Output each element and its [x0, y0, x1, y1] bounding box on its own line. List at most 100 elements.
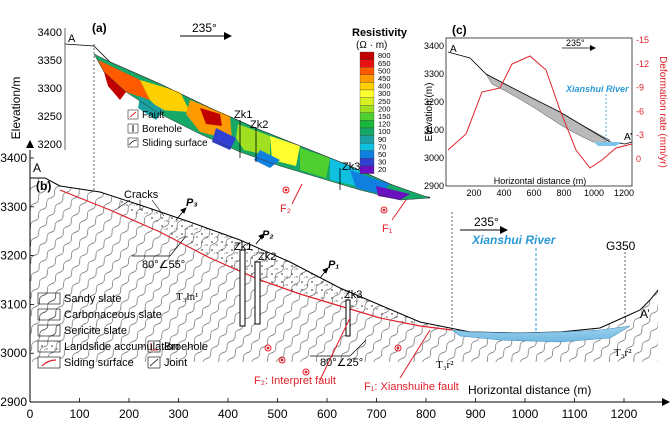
colorbar-swatch [359, 143, 375, 151]
main-x-tick-label: 900 [465, 407, 485, 421]
panel-c-plot-area [445, 37, 633, 187]
main-point-a-prime: A’ [640, 307, 650, 321]
colorbar-swatch [359, 59, 375, 68]
legend-item-landslide-accumulation: Landslide accumulation [64, 341, 179, 353]
panel-a-label: (a) [92, 21, 107, 35]
dip-lower-label: 80°∠25° [320, 357, 363, 369]
strata-right2-label: T₃r² [614, 347, 632, 359]
boreholes-a [239, 120, 341, 190]
direction-label-a: 235° [192, 21, 217, 35]
legend-a-fault: Fault [142, 110, 164, 121]
main-x-tick-label: 700 [366, 407, 386, 421]
main-x-tick-label: 1000 [512, 407, 539, 421]
colorbar-label: 150 [378, 112, 391, 121]
panel-c-river [594, 142, 622, 146]
panel-c-x-tick-label: 400 [496, 188, 511, 198]
sliding-surface [59, 189, 453, 331]
colorbar-label: 100 [378, 127, 391, 136]
legend-item-sandy-slate: Sandy slate [64, 293, 121, 305]
main-y-ticks: 3400 3300 3200 3100 3000 2900 [0, 151, 34, 409]
river-label: Xianshui River [471, 233, 557, 247]
panel-c-right-ticks: -15 -12 -9 -6 -3 0 [636, 35, 649, 164]
zk2-label-a: Zk2 [250, 119, 268, 131]
main-x-tick-label: 400 [218, 407, 238, 421]
direction-arrowhead-b [500, 226, 508, 234]
main-x-tick-label: 1100 [562, 407, 588, 421]
panel-c-terrain-line [447, 51, 633, 145]
legend-b: Sandy slate Carbonaceous slate Sericite … [37, 292, 208, 369]
main-y-tick-label: 3400 [0, 151, 27, 165]
panel-c-right-tick-label: -3 [636, 130, 644, 140]
panel-a-y-ticks: 3400 3350 3300 3250 3200 [38, 27, 62, 151]
p2-label: P₂ [262, 229, 274, 241]
panel-c-deformation-line [447, 55, 633, 169]
colorbar-swatch [359, 112, 375, 121]
panel-c-y-tick-label: 3000 [424, 153, 444, 163]
colorbar-label: 300 [378, 89, 391, 98]
panel-c-right-tick-label: -15 [636, 35, 649, 45]
legend-item-carbonaceous-slate: Carbonaceous slate [64, 309, 162, 321]
dip-lower-pointer [349, 339, 367, 357]
panel-c-direction-arrowhead [590, 45, 596, 51]
colorbar-swatch [359, 135, 375, 144]
strata-right-label: T₃r² [436, 359, 454, 371]
panel-c-right-tick-label: 0 [636, 154, 641, 164]
panel-c-y-axis-label: Elevation (m) [424, 83, 435, 142]
legend-a-borehole: Borehole [142, 124, 182, 135]
dip-upper-pointer [169, 235, 187, 257]
p-arrows [175, 207, 329, 279]
main-x-axis-label: Horizontal distance (m) [468, 383, 591, 397]
resistivity-unit: (Ω · m) [356, 40, 387, 51]
main-x-tick-label: 300 [168, 407, 188, 421]
colorbar-label: 250 [378, 97, 391, 106]
dip-upper-label: 80°∠55° [142, 259, 185, 271]
crack-pointers [117, 199, 165, 217]
panel-c-y-tick-label: 3400 [424, 41, 444, 51]
main-x-tick-label: 200 [119, 407, 139, 421]
direction-arrowhead-a [224, 32, 232, 40]
colorbar-label: 70 [378, 142, 386, 151]
zk1-label-a: Zk1 [234, 109, 252, 121]
f1-label-a: F₁ [382, 223, 393, 235]
panel-a-point-a: A [68, 33, 76, 45]
main-x-tick-label: 1200 [611, 407, 638, 421]
panel-c-label: (c) [452, 23, 467, 37]
svg-text:3400: 3400 [38, 27, 62, 39]
panel-c-y-tick-label: 3300 [424, 69, 444, 79]
main-y-tick-label: 3000 [0, 346, 27, 360]
legend-a: Fault Borehole Sliding surface [127, 109, 208, 149]
svg-text:3300: 3300 [38, 83, 62, 95]
colorbar-swatch [359, 51, 375, 60]
main-axes: 0 100 200 300 400 500 600 700 800 900 1000 1100 1200… [0, 140, 670, 421]
panel-c-right-tick-label: -6 [636, 106, 644, 116]
colorbar-label: 20 [378, 165, 386, 174]
road-label: G350 [606, 239, 636, 253]
colorbar-label: 450 [378, 74, 391, 83]
resistivity-colorbar: 8006505004504003002502001501201009070503… [359, 51, 391, 174]
river [450, 325, 631, 343]
legend-item-siding-surface: Siding surface [64, 357, 134, 369]
panel-c-point-a: A [450, 44, 457, 55]
zk3-label-b: Zk3 [344, 289, 362, 301]
panel-c-x-tick-label: 600 [526, 188, 541, 198]
panel-c-y-tick-label: 2900 [424, 181, 444, 191]
f2-fault-label: F₂: Interpret fault [254, 375, 336, 387]
panel-b-label: (b) [36, 179, 51, 193]
zk2-label-b: Zk2 [258, 251, 276, 263]
panel-c-y-tick-label: 3200 [424, 97, 444, 107]
main-y-tick-label: 3100 [0, 297, 27, 311]
main-x-tick-label: 800 [416, 407, 436, 421]
legend-item-joint: Joint [164, 357, 187, 369]
legend-item-sericite-slate: Sericite slate [64, 325, 127, 337]
main-x-tick-label: 500 [267, 407, 287, 421]
colorbar-swatch [359, 127, 375, 136]
colorbar-label: 800 [378, 51, 391, 60]
legend-item-broehole: Broehole [164, 341, 208, 353]
panel-c-river-label: Xianshui River [565, 84, 629, 94]
svg-text:3350: 3350 [38, 55, 62, 67]
fault-markers-a [282, 183, 407, 221]
panel-c-y-tick-label: 3100 [424, 125, 444, 135]
colorbar-label: 400 [378, 82, 391, 91]
colorbar-swatch [359, 158, 375, 167]
